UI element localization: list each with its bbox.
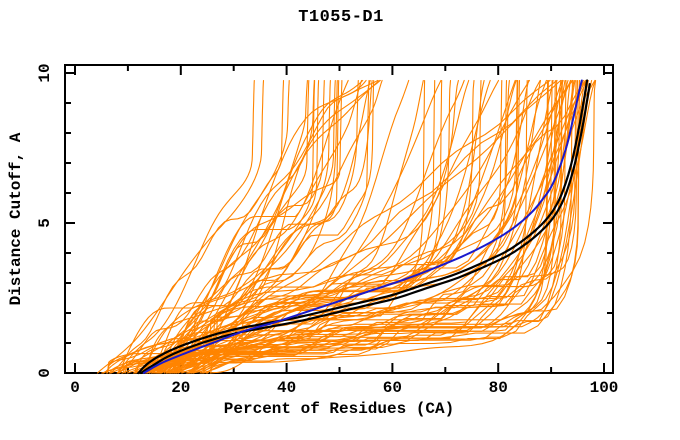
orange-ensemble-curve [106, 79, 530, 374]
orange-ensemble-curve [193, 79, 475, 374]
orange-ensemble-curve [201, 79, 567, 374]
orange-ensemble-curve [134, 79, 517, 374]
orange-ensemble-curve [109, 79, 285, 374]
y-tick-label: 0 [36, 368, 54, 378]
orange-ensemble-curve [108, 79, 586, 374]
orange-ensemble-curve [205, 79, 569, 374]
orange-ensemble-curve [187, 79, 597, 374]
orange-ensemble-curve [142, 79, 316, 374]
chart-title: T1055-D1 [298, 8, 384, 27]
plot-border [64, 64, 614, 374]
orange-ensemble-curve [117, 79, 315, 374]
y-axis-title: Distance Cutoff, A [7, 132, 25, 306]
black-reference-curve [140, 83, 591, 375]
x-tick-label: 100 [589, 379, 619, 397]
blue-highlight-curve [142, 79, 583, 374]
x-tick-label: 60 [382, 379, 402, 397]
orange-ensemble-curve [149, 79, 367, 374]
x-tick-label: 0 [70, 379, 80, 397]
orange-ensemble-curve [143, 79, 331, 374]
y-tick-label: 5 [36, 218, 54, 228]
x-tick-label: 80 [488, 379, 508, 397]
orange-ensemble-curve [137, 79, 470, 374]
orange-ensemble-curve [157, 79, 373, 374]
orange-ensemble-curve [118, 79, 308, 374]
orange-ensemble-curve [121, 79, 563, 374]
orange-ensemble-curve [188, 79, 443, 374]
orange-ensemble-curve [181, 79, 410, 374]
orange-ensemble-curve [116, 79, 255, 374]
orange-ensemble-curve [169, 79, 577, 374]
orange-ensemble-curve [206, 79, 549, 374]
black-reference-curve [137, 79, 589, 375]
orange-ensemble-curve [121, 79, 589, 374]
y-tick-label: 10 [36, 63, 54, 83]
orange-ensemble-curve [101, 79, 580, 374]
x-axis-title: Percent of Residues (CA) [223, 400, 455, 418]
x-tick-label: 40 [276, 379, 297, 397]
orange-ensemble-curve [188, 79, 556, 374]
orange-ensemble-curve [133, 79, 424, 374]
orange-ensemble-curve [118, 79, 563, 374]
orange-ensemble-curve [153, 79, 562, 374]
x-tick-label: 20 [171, 379, 191, 397]
